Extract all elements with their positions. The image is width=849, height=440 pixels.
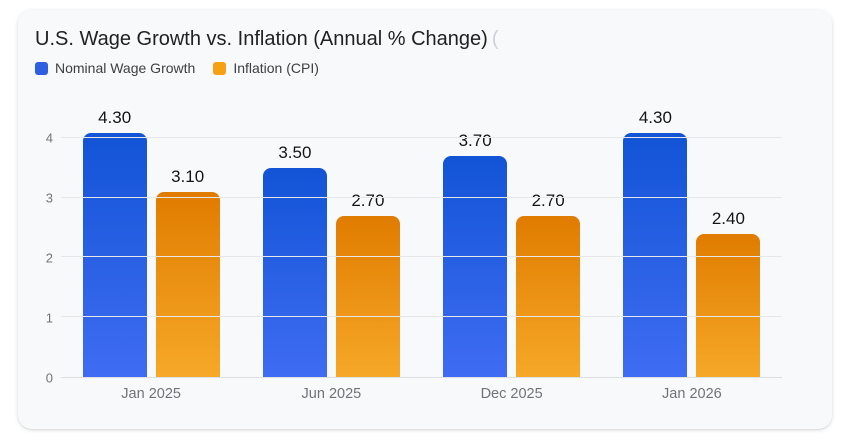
legend: Nominal Wage Growth Inflation (CPI) [35, 60, 814, 76]
bar-value-label: 3.10 [171, 166, 205, 186]
gridline [61, 196, 782, 198]
legend-swatch-nominal-wage-growth [35, 61, 48, 75]
y-axis-tick-label: 4 [45, 130, 53, 146]
x-axis-label-dec-2025: Dec 2025 [480, 386, 543, 402]
bar-value-label: 4.30 [98, 108, 132, 127]
legend-item-inflation-cpi: Inflation (CPI) [213, 60, 319, 76]
gridline [61, 256, 782, 258]
x-axis-label-jan-2025: Jan 2025 [121, 386, 181, 402]
bar-wrap: 2.70 [335, 108, 400, 377]
bar-inflation-cpi-jun-2025[interactable] [335, 215, 400, 377]
bar-value-label: 2.40 [711, 208, 745, 228]
bar-wrap: 2.70 [516, 108, 581, 377]
chart-title-truncated-text: ( [491, 28, 499, 50]
x-axis-label-jun-2025: Jun 2025 [301, 386, 362, 402]
plot-area: 4.30 3.10 3.50 2.70 3.70 2.70 4.30 2.40 [61, 108, 782, 378]
x-axis-label-jan-2026: Jan 2026 [662, 386, 722, 402]
chart-area: 0 1 2 3 4 4.30 3.10 3.50 2.70 3.70 2.70 4.30 2.40 J… [35, 108, 782, 416]
bar-wrap: 3.70 [443, 108, 508, 377]
bar-wrap: 4.30 [82, 108, 147, 377]
bar-wrap: 2.40 [696, 108, 761, 377]
chart-card: U.S. Wage Growth vs. Inflation (Annual %… [18, 10, 832, 429]
bar-group-jun-2025: 3.50 2.70 [241, 108, 421, 377]
y-axis-tick-label: 1 [45, 310, 53, 326]
bar-wrap: 3.50 [262, 108, 327, 377]
bar-wrap: 4.30 [623, 108, 688, 377]
x-axis: Jan 2025 Jun 2025 Dec 2025 Jan 2026 [61, 386, 782, 402]
bar-inflation-cpi-jan-2025[interactable] [155, 191, 220, 377]
bar-nominal-wage-growth-dec-2025[interactable] [443, 155, 508, 377]
bar-inflation-cpi-dec-2025[interactable] [516, 215, 581, 377]
bar-nominal-wage-growth-jan-2025[interactable] [82, 133, 147, 377]
y-axis-tick-label: 0 [45, 370, 53, 386]
y-axis: 0 1 2 3 4 [35, 108, 61, 386]
chart-title: U.S. Wage Growth vs. Inflation (Annual %… [35, 28, 488, 50]
bar-value-label: 4.30 [638, 108, 672, 127]
bar-value-label: 3.50 [278, 142, 312, 162]
bar-value-label: 2.70 [531, 190, 565, 210]
y-axis-tick-label: 2 [45, 250, 53, 266]
bar-value-label: 3.70 [458, 130, 492, 150]
bar-wrap: 3.10 [155, 108, 220, 377]
legend-item-nominal-wage-growth: Nominal Wage Growth [35, 60, 195, 76]
plot-wrap: 4.30 3.10 3.50 2.70 3.70 2.70 4.30 2.40 Jan 202… [61, 108, 782, 416]
bar-groups: 4.30 3.10 3.50 2.70 3.70 2.70 4.30 2.40 [61, 108, 782, 377]
bar-nominal-wage-growth-jan-2026[interactable] [623, 133, 688, 377]
bar-group-dec-2025: 3.70 2.70 [422, 108, 602, 377]
bar-group-jan-2025: 4.30 3.10 [61, 108, 241, 377]
bar-nominal-wage-growth-jun-2025[interactable] [262, 167, 327, 377]
legend-label: Nominal Wage Growth [55, 60, 196, 76]
gridline [61, 316, 782, 318]
legend-label: Inflation (CPI) [233, 60, 319, 76]
bar-group-jan-2026: 4.30 2.40 [602, 108, 782, 377]
chart-title-row: U.S. Wage Growth vs. Inflation (Annual %… [35, 26, 814, 52]
bar-inflation-cpi-jan-2026[interactable] [696, 233, 761, 377]
legend-swatch-inflation-cpi [213, 61, 227, 75]
gridline [61, 136, 782, 138]
y-axis-tick-label: 3 [45, 190, 53, 206]
bar-value-label: 2.70 [351, 190, 385, 210]
